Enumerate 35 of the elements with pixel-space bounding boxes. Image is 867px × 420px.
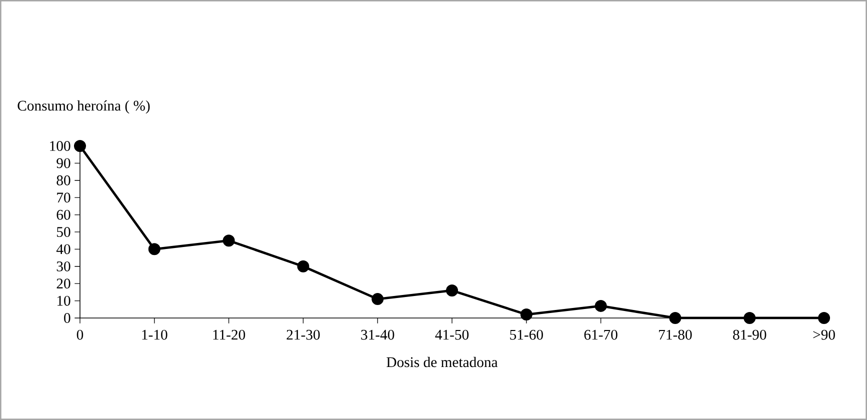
y-tick-label: 40 bbox=[56, 244, 70, 254]
point bbox=[297, 260, 310, 272]
point bbox=[744, 312, 756, 324]
y-tick-label: 20 bbox=[56, 278, 70, 289]
x-tick-label: 81-90 bbox=[733, 330, 766, 340]
y-tick-label: 70 bbox=[57, 192, 70, 203]
point bbox=[669, 312, 682, 324]
x-tick-label: 11-20 bbox=[213, 330, 246, 340]
point bbox=[520, 308, 532, 321]
point bbox=[446, 284, 458, 296]
point bbox=[372, 293, 384, 306]
y-tick-label: 50 bbox=[57, 227, 70, 237]
point bbox=[74, 140, 86, 152]
y-tick-label: 90 bbox=[56, 158, 70, 168]
y-tick-label: 0 bbox=[64, 313, 70, 323]
y-tick-label: 10 bbox=[57, 296, 70, 306]
point bbox=[594, 300, 607, 312]
x-axis-title: Dosis de metadona bbox=[386, 356, 498, 368]
x-tick-label: 51-60 bbox=[510, 330, 543, 340]
x-tick-label: 31-40 bbox=[361, 330, 394, 340]
x-tick-label: 21-30 bbox=[286, 330, 320, 340]
x-tick-label: 0 bbox=[76, 330, 84, 340]
y-tick-label: 30 bbox=[56, 261, 70, 272]
point bbox=[818, 312, 830, 324]
y-tick-label: 60 bbox=[56, 210, 70, 220]
y-tick-label: 100 bbox=[50, 141, 70, 151]
x-tick-label: >90 bbox=[813, 330, 835, 340]
x-tick-label: 71-80 bbox=[659, 330, 692, 340]
y-axis-title: Consumo heroína ( %) bbox=[18, 100, 150, 114]
x-tick-label: 41-50 bbox=[435, 330, 469, 340]
point bbox=[148, 243, 160, 256]
point bbox=[222, 234, 235, 247]
x-tick-label: 1-10 bbox=[142, 330, 168, 340]
y-tick-label: 80 bbox=[56, 175, 70, 186]
x-tick-label: 61-70 bbox=[584, 330, 618, 340]
